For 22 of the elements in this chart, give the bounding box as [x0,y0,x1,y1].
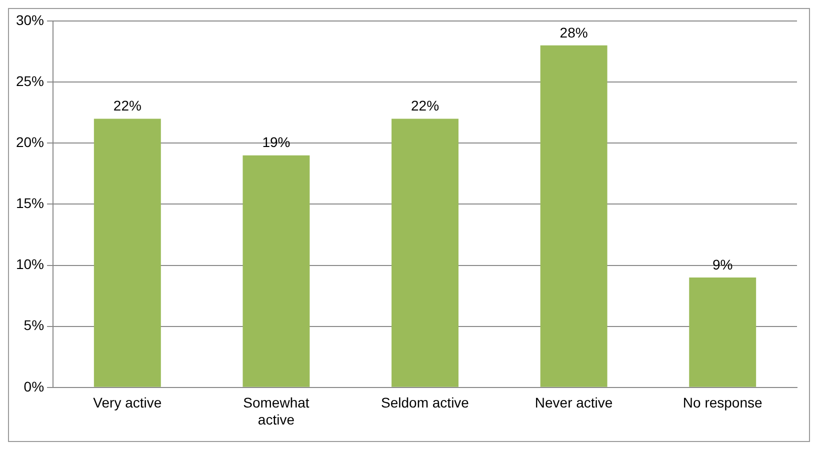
x-tick-label: Somewhat active [243,394,310,428]
bar [392,118,458,387]
data-label: 22% [113,98,142,114]
x-tick-label: Never active [534,394,613,411]
bar [540,45,608,387]
data-label: 28% [560,24,588,40]
bar [94,118,161,387]
y-tick-label: 15% [16,195,44,212]
x-tick-label: No response [682,394,762,411]
y-tick-label: 30% [16,12,44,28]
data-label: 22% [410,98,440,114]
bar [689,277,756,387]
data-label: 9% [712,256,733,272]
y-tick-label: 25% [16,72,44,89]
x-tick-label: Very active [93,394,162,411]
x-tick-label: Seldom active [381,394,470,411]
y-tick-label: 5% [24,317,44,334]
y-tick-label: 10% [16,256,44,272]
y-tick-label: 20% [16,134,44,150]
bar [242,155,310,387]
data-label: 19% [262,134,290,150]
y-tick-label: 0% [24,378,44,394]
